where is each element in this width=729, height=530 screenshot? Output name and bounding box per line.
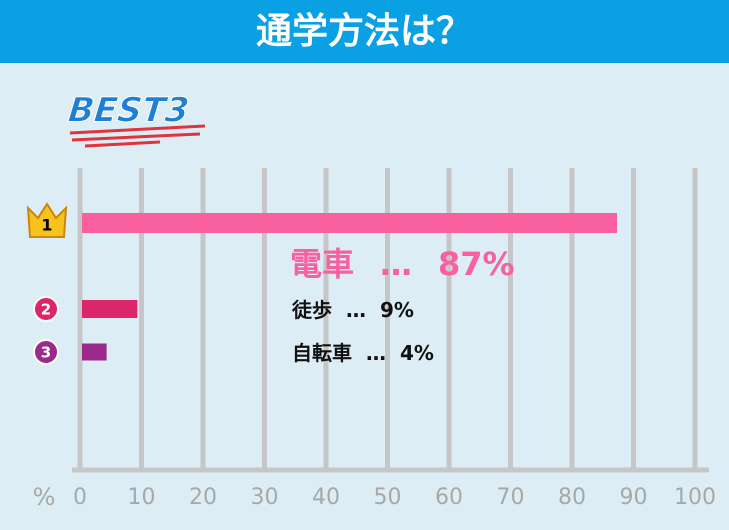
bar xyxy=(82,300,138,318)
header xyxy=(0,0,729,63)
x-tick-label: 40 xyxy=(312,485,340,510)
value-label: 9% xyxy=(380,298,414,322)
value-label-group: 徒歩 … 9% xyxy=(291,298,414,322)
separator: … xyxy=(366,341,386,365)
rank-label: 2 xyxy=(41,301,51,319)
bar xyxy=(82,343,107,361)
best-badge: BEST3 xyxy=(66,90,206,148)
x-tick-label: 20 xyxy=(189,485,217,510)
rank-label: 3 xyxy=(41,344,51,362)
x-tick-label: 0 xyxy=(73,485,87,510)
x-tick-label: 50 xyxy=(374,485,402,510)
category-label: 自転車 xyxy=(292,341,352,365)
badge-underline xyxy=(69,124,206,148)
x-tick-label: 80 xyxy=(558,485,586,510)
x-tick-label: 60 xyxy=(435,485,463,510)
separator: … xyxy=(380,245,412,283)
rank-crown xyxy=(26,202,68,238)
x-unit: % xyxy=(33,483,56,511)
separator: … xyxy=(346,298,366,322)
rank-label: 1 xyxy=(41,216,52,235)
x-tick-label: 90 xyxy=(620,485,648,510)
value-label-group: 電車 … 87% xyxy=(290,245,515,283)
x-tick-label: 30 xyxy=(251,485,279,510)
x-tick-label: 100 xyxy=(674,485,716,510)
rank-circle xyxy=(33,339,59,365)
value-label-group: 自転車 … 4% xyxy=(292,341,434,365)
x-tick-label: 10 xyxy=(128,485,156,510)
chart-title: 通学方法は？ xyxy=(256,10,472,52)
value-label: 87% xyxy=(438,245,515,283)
category-label: 電車 xyxy=(290,245,354,283)
bar xyxy=(82,213,618,233)
x-tick-label: 70 xyxy=(497,485,525,510)
rank-circle xyxy=(33,296,59,322)
badge-text: BEST3 xyxy=(66,91,191,131)
category-label: 徒歩 xyxy=(291,298,332,322)
value-label: 4% xyxy=(400,341,434,365)
